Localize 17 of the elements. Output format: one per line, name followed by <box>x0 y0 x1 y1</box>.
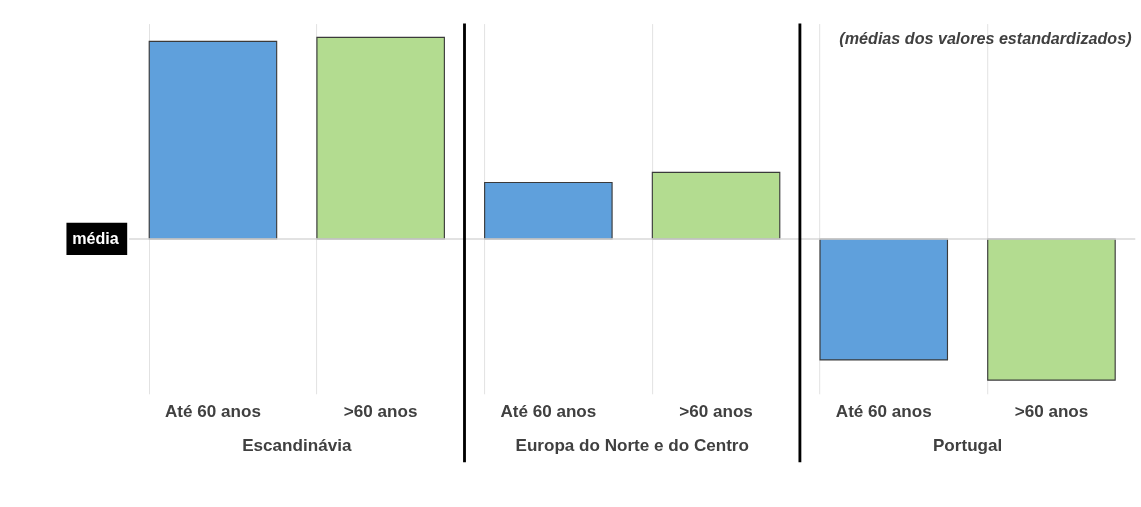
bar <box>651 171 781 240</box>
bar <box>316 36 445 240</box>
x-tick-label: Até 60 anos <box>835 402 932 422</box>
bar <box>819 238 949 361</box>
x-tick-label: >60 anos <box>1014 402 1089 422</box>
text: Portugal <box>932 435 1003 455</box>
bar <box>987 238 1116 381</box>
text: Europa do Norte e do Centro <box>515 435 749 455</box>
x-tick-label: >60 anos <box>343 402 418 422</box>
bar <box>484 181 613 240</box>
x-tick-label: Até 60 anos <box>165 402 261 422</box>
text: Escandinávia <box>242 435 352 455</box>
chart-subtitle: (médias dos valores estandardizados) <box>839 28 1132 47</box>
x-tick-label: Até 60 anos <box>500 402 597 422</box>
ref-line-label: média <box>72 228 120 247</box>
bar <box>148 40 278 240</box>
x-tick-label: >60 anos <box>679 402 753 422</box>
